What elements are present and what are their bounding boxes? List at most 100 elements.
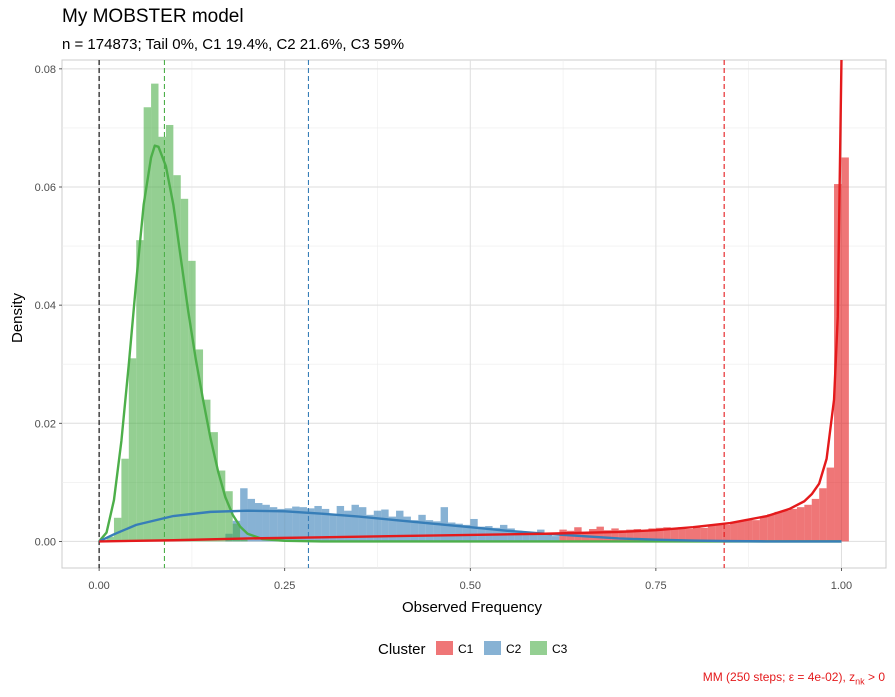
bar-c3	[173, 175, 181, 542]
bar-c3	[210, 432, 218, 542]
y-tick-label: 0.04	[35, 300, 56, 312]
bar-c2	[544, 534, 552, 542]
bar-c3	[136, 240, 144, 542]
y-tick-label: 0.08	[35, 64, 56, 76]
bar-c3	[232, 523, 241, 542]
bar-c3	[106, 536, 114, 542]
caption-subscript: nk	[855, 676, 865, 687]
bar-c3	[225, 491, 233, 542]
bar-c2	[321, 508, 330, 542]
bar-c1	[633, 529, 642, 542]
bar-c2	[455, 523, 463, 542]
bar-c2	[462, 524, 471, 542]
bar-c1	[819, 488, 827, 542]
bar-c2	[240, 488, 248, 542]
bar-c3	[121, 458, 129, 542]
caption-main: MM (250 steps; ε = 4e-02), z	[702, 670, 856, 684]
bar-c2	[247, 498, 256, 542]
bar-c1	[707, 525, 716, 542]
bar-c2	[284, 508, 293, 542]
bar-c2	[403, 516, 411, 542]
bar-c3	[165, 124, 174, 542]
bar-c3	[188, 260, 196, 542]
legend-label-c2: C2	[506, 642, 522, 656]
bar-c2	[366, 514, 374, 542]
bar-c2	[537, 529, 545, 542]
bar-c1	[804, 504, 812, 542]
bar-c2	[336, 505, 345, 542]
bar-c3	[128, 358, 137, 542]
bar-c2	[388, 516, 397, 542]
bar-c1	[589, 529, 597, 542]
bar-c1	[648, 528, 656, 542]
bar-c1	[700, 527, 708, 542]
bar-c2	[425, 520, 434, 542]
bar-c3	[143, 107, 152, 542]
bar-c1	[655, 527, 664, 542]
bar-c2	[351, 504, 359, 542]
x-tick-label: 0.00	[88, 580, 109, 592]
bar-c1	[737, 521, 745, 542]
y-tick-label: 0.02	[35, 418, 56, 430]
bar-c3	[158, 136, 166, 542]
bar-c1	[796, 507, 805, 542]
bar-c1	[744, 518, 753, 542]
bar-c1	[730, 522, 738, 542]
y-axis-ticks: 0.00 0.02 0.04 0.06 0.08	[35, 64, 62, 548]
chart-subtitle: n = 174873; Tail 0%, C1 19.4%, C2 21.6%,…	[62, 36, 405, 53]
bar-c1	[670, 528, 679, 542]
bar-c2	[381, 509, 389, 542]
bar-c2	[529, 532, 538, 542]
bar-c1	[834, 184, 842, 542]
bar-c1	[826, 467, 835, 542]
x-tick-label: 1.00	[831, 580, 852, 592]
bar-c1	[774, 511, 783, 542]
bar-c1	[841, 157, 849, 542]
bar-c3	[113, 517, 122, 542]
bar-c2	[262, 504, 270, 542]
bar-c3	[195, 349, 204, 542]
bar-c1	[663, 527, 671, 542]
legend-key-c2	[484, 641, 501, 655]
bar-c2	[314, 505, 322, 542]
x-tick-label: 0.75	[645, 580, 666, 592]
bar-c2	[418, 514, 426, 542]
bar-c1	[759, 516, 768, 542]
bar-c2	[396, 510, 404, 542]
bar-c3	[151, 83, 159, 542]
bar-c1	[603, 530, 612, 542]
bar-c1	[685, 529, 693, 542]
bar-c2	[306, 508, 315, 542]
x-axis-title: Observed Frequency	[402, 599, 543, 616]
bar-c2	[329, 514, 337, 542]
density-curve-c2	[98, 509, 842, 543]
bar-c3	[203, 399, 211, 542]
x-tick-label: 0.50	[460, 580, 481, 592]
bar-c1	[596, 526, 604, 542]
bar-c2	[358, 507, 367, 542]
cluster-mean-lines	[98, 60, 725, 568]
bar-c2	[522, 531, 530, 542]
legend-label-c3: C3	[552, 642, 568, 656]
bar-c2	[410, 520, 419, 542]
bar-c2	[448, 522, 456, 542]
legend-key-c1	[436, 641, 453, 655]
bar-c1	[715, 523, 723, 542]
bar-c1	[811, 498, 820, 542]
y-tick-label: 0.06	[35, 182, 56, 194]
bar-c2	[499, 524, 508, 542]
bar-c2	[299, 507, 307, 542]
bar-c2	[551, 536, 560, 542]
bar-c3	[217, 470, 226, 542]
chart-title: My MOBSTER model	[62, 6, 244, 27]
bar-c1	[767, 514, 775, 542]
bar-c2	[277, 508, 285, 542]
bar-c3	[180, 198, 189, 542]
x-axis-ticks: 0.00 0.25 0.50 0.75 1.00	[88, 568, 852, 592]
bar-c2	[514, 530, 523, 542]
bar-c1	[789, 508, 797, 542]
y-tick-label: 0.00	[35, 536, 56, 548]
x-tick-label: 0.25	[274, 580, 295, 592]
bar-c1	[752, 520, 760, 542]
